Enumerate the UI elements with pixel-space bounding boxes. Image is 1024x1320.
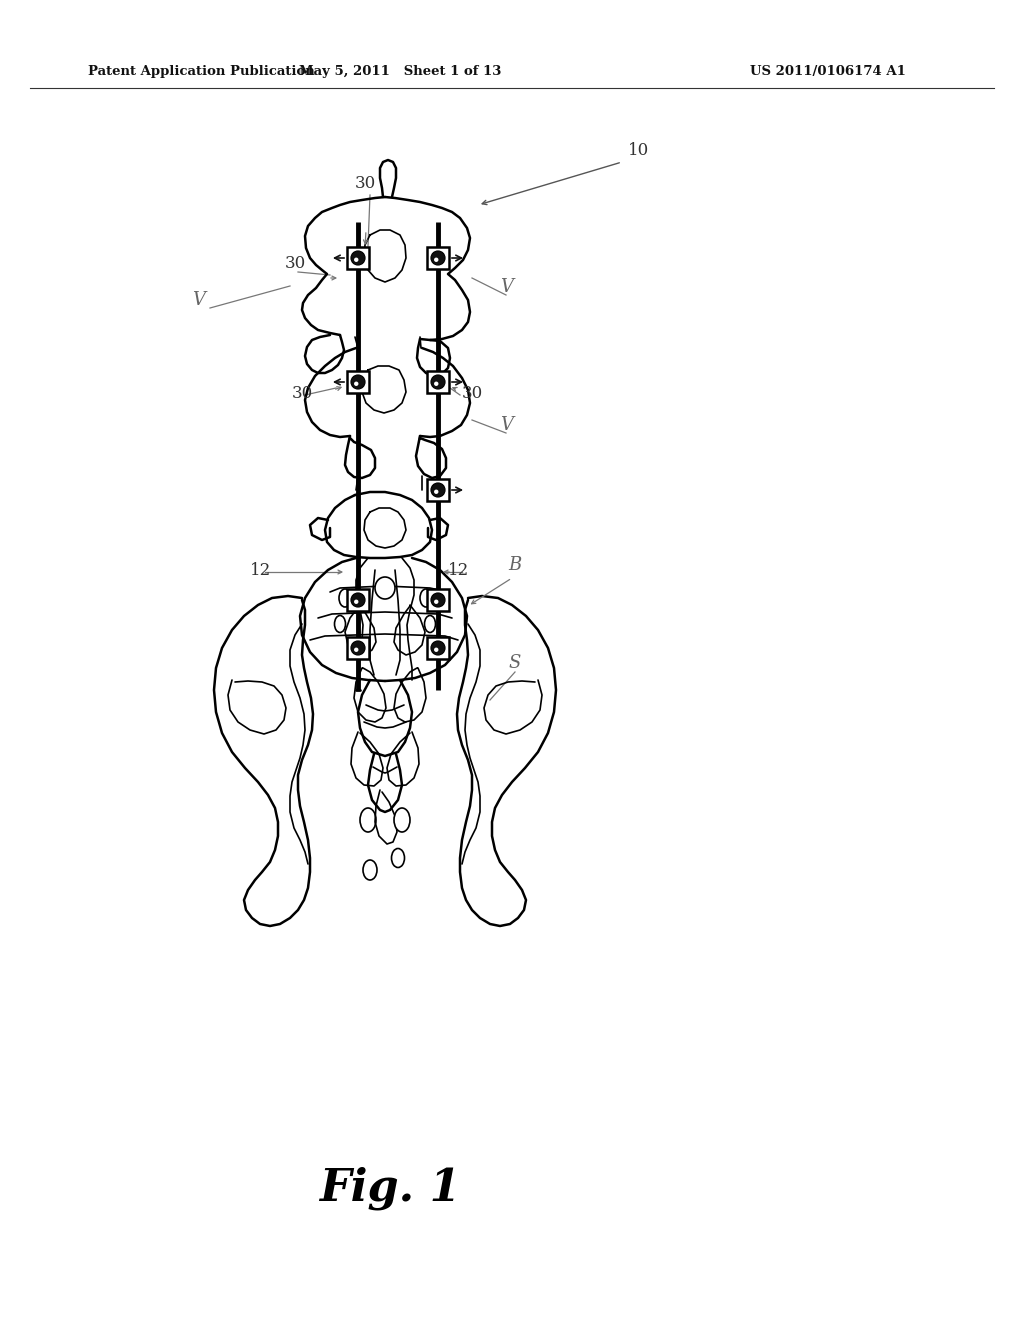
Ellipse shape [360,808,376,832]
Ellipse shape [394,808,410,832]
Bar [347,589,369,611]
Text: Patent Application Publication: Patent Application Publication [88,66,314,78]
Bar [427,638,449,659]
Bar [347,247,369,269]
Ellipse shape [375,577,395,599]
Text: 30: 30 [355,176,376,191]
Ellipse shape [420,589,432,607]
Bar [427,371,449,393]
Ellipse shape [425,615,435,632]
Circle shape [354,257,358,261]
Text: 30: 30 [462,385,483,403]
Text: 30: 30 [285,255,306,272]
Text: 30: 30 [292,385,313,403]
Ellipse shape [391,849,404,867]
Circle shape [434,381,438,385]
Circle shape [351,251,365,265]
Circle shape [431,593,445,607]
Circle shape [431,375,445,389]
Bar [347,247,369,269]
Bar [427,479,449,502]
Circle shape [431,251,445,265]
Circle shape [434,257,438,261]
Ellipse shape [362,861,377,880]
Text: S: S [508,653,520,672]
Circle shape [351,375,365,389]
Text: 12: 12 [250,562,271,579]
Bar [427,247,449,269]
Bar [347,589,369,611]
Text: 12: 12 [449,562,469,579]
Circle shape [351,642,365,655]
Circle shape [434,599,438,605]
Bar [427,589,449,611]
Circle shape [434,490,438,494]
Bar [427,247,449,269]
Text: May 5, 2011   Sheet 1 of 13: May 5, 2011 Sheet 1 of 13 [299,66,501,78]
Text: V: V [193,290,205,309]
Bar [427,589,449,611]
Text: V: V [500,416,513,434]
Circle shape [434,648,438,652]
Text: 10: 10 [628,143,649,158]
Circle shape [431,483,445,498]
Text: Fig. 1: Fig. 1 [319,1167,461,1209]
Circle shape [354,648,358,652]
Circle shape [354,381,358,385]
Bar [347,638,369,659]
Text: V: V [500,279,513,296]
Bar [427,371,449,393]
Bar [347,371,369,393]
Bar [427,638,449,659]
Text: B: B [508,556,521,574]
Ellipse shape [335,615,345,632]
Circle shape [431,642,445,655]
Bar [347,638,369,659]
Text: US 2011/0106174 A1: US 2011/0106174 A1 [750,66,906,78]
Bar [427,479,449,502]
Circle shape [351,593,365,607]
Circle shape [354,599,358,605]
Ellipse shape [339,589,351,607]
Bar [347,371,369,393]
